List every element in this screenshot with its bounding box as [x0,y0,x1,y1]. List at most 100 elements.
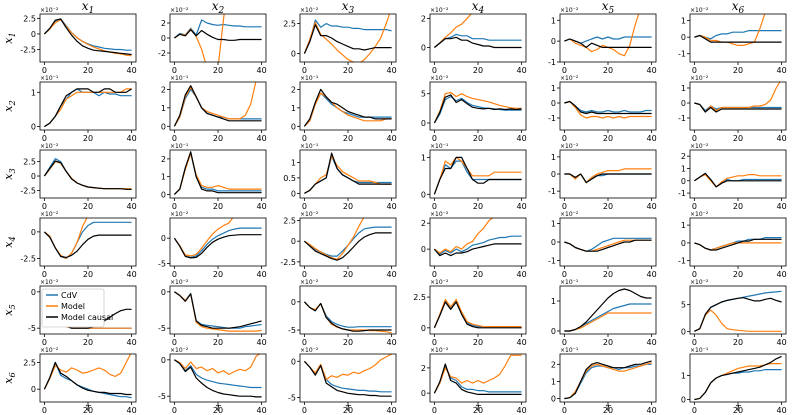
y-tick-label: 0 [161,234,166,243]
y-tick-label: 2 [551,360,556,369]
axis-exponent-label: ×10⁻² [430,347,449,354]
series-line-model [694,309,782,332]
row-label-6: x6 [2,372,17,383]
x-tick-label: 40 [777,270,787,279]
y-tick-label: 0 [291,122,296,131]
y-tick-label: 0 [161,190,166,199]
y-tick-label: 1 [161,173,166,182]
axis-exponent-label: ×10⁻² [40,143,59,150]
series-group [564,288,652,332]
axis-exponent-label: ×10⁻² [430,7,449,14]
series-group [303,218,392,261]
axes-frame [429,149,527,199]
x-tick-label: 40 [647,66,657,75]
x-tick-label: 40 [647,134,657,143]
series-group [564,100,652,119]
y-tick-label: 0 [31,228,36,237]
x-tick-label: 40 [517,134,527,143]
x-tick-label: 0 [302,406,307,415]
axis-exponent-label: ×10⁻¹ [300,75,319,82]
x-tick-label: 20 [473,202,483,211]
axis-exponent-label: ×10⁻² [300,211,319,218]
series-line-model-causal [694,102,782,113]
row-label-3: x3 [2,168,17,179]
subplot-r2-c4: 0 5 0 20 40 ×10⁻² [421,75,527,143]
series-line-model-causal [564,360,652,400]
x-tick-label: 20 [473,270,483,279]
y-tick-label: 0 [31,172,36,181]
series-line-model-causal [564,239,652,252]
x-tick-label: 20 [733,270,743,279]
x-axis-label: τ [735,401,742,414]
subplot-r5-c5: 010 20 40×10⁻¹ [551,279,657,347]
x-tick-label: 0 [692,338,697,347]
series-line-model-causal [43,18,132,56]
x-tick-label: 40 [387,134,397,143]
y-tick-label: 0 [551,395,556,404]
x-tick-label: 0 [562,406,567,415]
x-axis-label: τ [605,401,612,414]
x-tick-label: 20 [83,66,93,75]
y-tick-label: -5 [158,392,166,401]
series-group [433,298,522,329]
x-tick-label: 40 [777,338,787,347]
x-tick-label: 40 [387,270,397,279]
x-tick-label: 20 [603,338,613,347]
series-line-cdv [564,100,652,113]
y-tick-label: 0 [31,288,36,297]
axis-exponent-label: ×10⁻¹ [40,75,59,82]
x-tick-label: 20 [733,202,743,211]
series-line-model [564,239,652,252]
y-tick-label: -5 [288,326,296,335]
axis-exponent-label: ×10⁻¹ [170,75,189,82]
axis-exponent-label: ×10⁻² [300,347,319,354]
x-tick-label: 0 [42,134,47,143]
axis-exponent-label: ×10⁻² [690,211,709,218]
x-tick-label: 20 [733,66,743,75]
series-group [694,237,782,251]
series-line-model [694,82,781,113]
series-line-model-causal [433,363,522,395]
series-line-model-causal [44,88,132,128]
y-tick-label: 2 [421,364,426,373]
series-line-model-causal [433,156,522,195]
y-tick-label: 2 [161,85,166,94]
series-group [304,152,392,194]
y-tick-label: 0 [291,357,296,366]
y-tick-label: 1 [551,153,556,162]
x-tick-label: 0 [42,202,47,211]
y-tick-label: 0 [681,327,686,336]
y-tick-label: 1 [681,221,686,230]
y-tick-label: 2 [161,19,166,28]
axis-exponent-label: ×10⁻¹ [560,347,579,354]
x-tick-label: 0 [432,66,437,75]
series-line-model [303,14,391,62]
subplot-r6-c2: -5 0 0 20 40 ×10⁻² [158,347,267,415]
axis-exponent-label: ×10⁻² [430,211,449,218]
series-line-cdv [43,221,132,260]
series-group [43,18,132,57]
series-line-model [564,362,652,400]
x-axis-label: τ [85,401,92,414]
series-line-model-causal [564,100,652,115]
series-line-cdv [303,301,392,328]
y-tick-label: 2 [681,152,686,161]
x-tick-label: 40 [257,66,267,75]
series-line-cdv [433,160,522,195]
x-tick-label: 20 [343,134,353,143]
series-group [303,354,392,397]
axis-exponent-label: ×10⁻² [690,7,709,14]
x-axis-label: τ [475,401,482,414]
y-tick-label: 0.5 [283,174,296,183]
y-tick-label: -1 [678,189,686,198]
y-tick-label: 1 [421,153,426,162]
row-label-1: x1 [2,32,17,43]
series-group [564,168,652,184]
y-tick-label: 1 [551,84,556,93]
x-tick-label: 20 [733,338,743,347]
y-tick-label: -5 [28,324,36,333]
x-tick-label: 40 [517,338,527,347]
